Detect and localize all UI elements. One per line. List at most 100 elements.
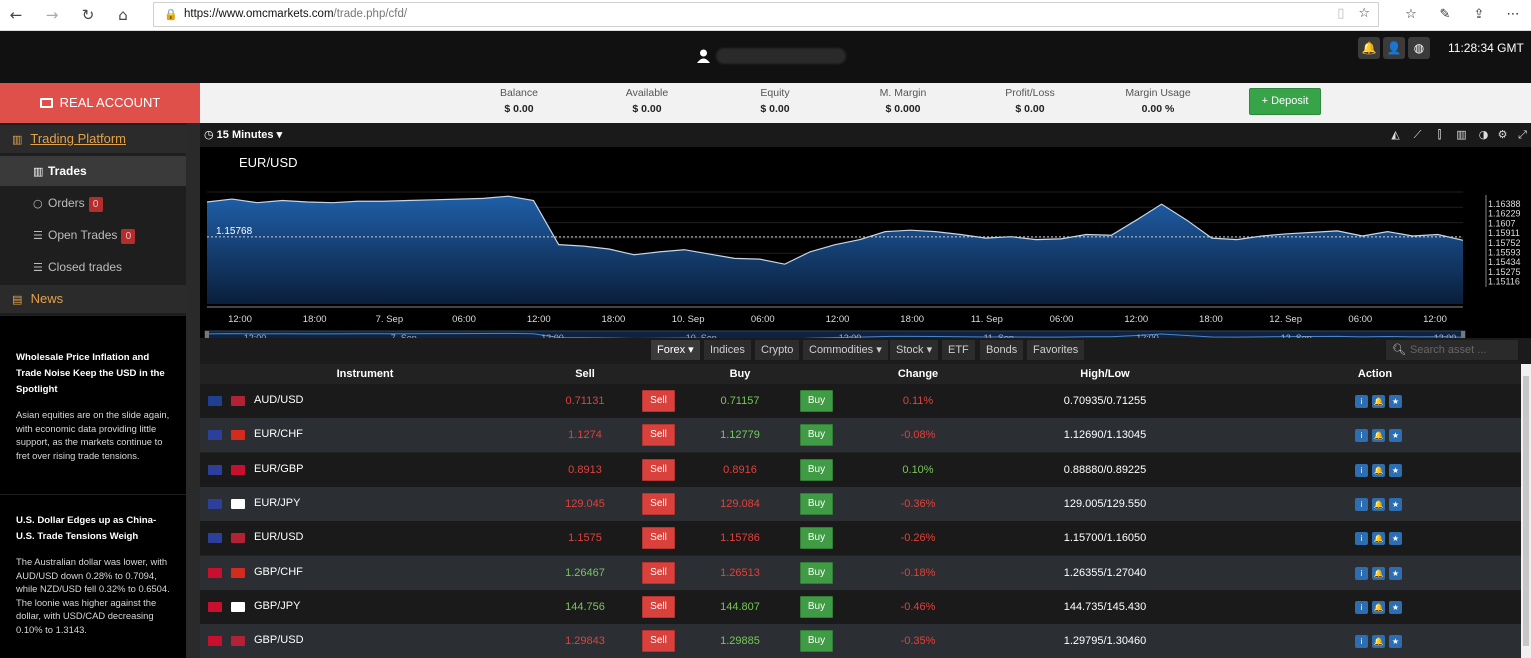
bell-icon[interactable]: 🔔: [1372, 463, 1385, 477]
scrollbar-thumb[interactable]: [1523, 376, 1529, 646]
buy-button[interactable]: Buy: [800, 527, 833, 550]
instrument-name[interactable]: GBP/USD: [254, 634, 304, 647]
header-change[interactable]: Change: [897, 368, 939, 380]
bell-icon[interactable]: 🔔: [1372, 600, 1385, 614]
bell-icon[interactable]: 🔔: [1372, 532, 1385, 546]
news-item[interactable]: Wholesale Price Inflation and Trade Nois…: [0, 316, 186, 494]
sidebar-trading-platform[interactable]: ▥ Trading Platform: [0, 125, 186, 153]
globe-icon[interactable]: ◍: [1408, 37, 1430, 59]
star-icon[interactable]: ★: [1389, 600, 1402, 614]
share-icon[interactable]: ⇪: [1473, 7, 1485, 22]
chart-svg[interactable]: 1.15768 1.163881.162291.16071.159111.1575…: [200, 147, 1531, 361]
header-instrument[interactable]: Instrument: [336, 368, 394, 380]
sell-button[interactable]: Sell: [642, 424, 675, 447]
tab-forex[interactable]: Forex ▾: [651, 340, 700, 360]
instrument-name[interactable]: EUR/GBP: [254, 462, 304, 475]
news-item[interactable]: U.S. Dollar Edges up as China-U.S. Trade…: [0, 495, 186, 658]
sidebar-scrollbar[interactable]: [186, 123, 200, 658]
table-row[interactable]: GBP/JPY 144.756 Sell 144.807 Buy -0.46% 144.73…: [200, 589, 1521, 624]
header-buy[interactable]: Buy: [729, 368, 751, 380]
buy-button[interactable]: Buy: [800, 458, 833, 481]
star-icon[interactable]: ☆: [1358, 6, 1370, 21]
info-icon[interactable]: i: [1355, 532, 1368, 546]
contrast-icon[interactable]: ◑: [1478, 128, 1489, 141]
header-high-low[interactable]: High/Low: [1080, 368, 1130, 380]
star-icon[interactable]: ★: [1389, 463, 1402, 477]
user-icon[interactable]: 👤: [1383, 37, 1405, 59]
buy-button[interactable]: Buy: [800, 595, 833, 618]
sidebar-news[interactable]: ▤ News: [0, 285, 186, 313]
info-icon[interactable]: i: [1355, 429, 1368, 443]
info-icon[interactable]: i: [1355, 395, 1368, 408]
sidebar-item-closed-trades[interactable]: ☰ Closed trades: [0, 252, 186, 282]
more-icon[interactable]: ⋯: [1506, 7, 1520, 22]
instrument-name[interactable]: EUR/CHF: [254, 428, 303, 441]
tab-favorites[interactable]: Favorites: [1027, 340, 1085, 360]
pen-icon[interactable]: ✎: [1439, 7, 1451, 22]
home-icon[interactable]: ⌂: [118, 6, 128, 24]
sell-button[interactable]: Sell: [642, 630, 675, 653]
favorites-icon[interactable]: ☆: [1405, 7, 1417, 22]
sell-button[interactable]: Sell: [642, 595, 675, 618]
instrument-name[interactable]: AUD/USD: [254, 394, 304, 406]
tab-stock[interactable]: Stock ▾: [890, 340, 939, 360]
back-icon[interactable]: ←: [9, 6, 23, 24]
table-row[interactable]: GBP/USD 1.29843 Sell 1.29885 Buy -0.35% 1.2979…: [200, 624, 1521, 658]
real-account-button[interactable]: REAL ACCOUNT: [0, 83, 200, 123]
bell-icon[interactable]: 🔔: [1372, 635, 1385, 649]
buy-button[interactable]: Buy: [800, 561, 833, 584]
address-bar[interactable]: 🔒 https://www.omcmarkets.com/trade.php/c…: [153, 2, 1379, 27]
sidebar-item-open-trades[interactable]: ☰ Open Trades 0: [0, 220, 186, 250]
buy-button[interactable]: Buy: [800, 492, 833, 515]
table-row[interactable]: GBP/CHF 1.26467 Sell 1.26513 Buy -0.18% 1.2635…: [200, 555, 1521, 590]
sell-button[interactable]: Sell: [642, 492, 675, 515]
bell-icon[interactable]: 🔔: [1372, 429, 1385, 443]
tab-crypto[interactable]: Crypto: [755, 340, 800, 360]
table-row[interactable]: AUD/USD 0.71131 Sell 0.71157 Buy 0.11% 0.70935…: [200, 384, 1521, 418]
star-icon[interactable]: ★: [1389, 497, 1402, 511]
bell-icon[interactable]: 🔔: [1372, 497, 1385, 511]
user-display[interactable]: [697, 47, 846, 64]
star-icon[interactable]: ★: [1389, 429, 1402, 443]
tab-commodities[interactable]: Commodities ▾: [803, 340, 888, 360]
instrument-name[interactable]: EUR/JPY: [254, 496, 301, 509]
info-icon[interactable]: i: [1355, 463, 1368, 477]
bell-icon[interactable]: 🔔: [1358, 37, 1380, 59]
sell-button[interactable]: Sell: [642, 527, 675, 550]
info-icon[interactable]: i: [1355, 635, 1368, 649]
bell-icon[interactable]: 🔔: [1372, 566, 1385, 580]
table-scrollbar[interactable]: [1521, 364, 1531, 658]
candles-icon[interactable]: ⫿: [1437, 128, 1442, 141]
sidebar-item-orders[interactable]: ○ Orders 0: [0, 188, 186, 218]
fullscreen-icon[interactable]: ⤢: [1518, 128, 1527, 141]
tab-bonds[interactable]: Bonds: [980, 340, 1024, 360]
bell-icon[interactable]: 🔔: [1372, 395, 1385, 408]
star-icon[interactable]: ★: [1389, 635, 1402, 649]
interval-dropdown[interactable]: ◷ 15 Minutes ▾: [204, 128, 283, 141]
info-icon[interactable]: i: [1355, 600, 1368, 614]
line-chart-icon[interactable]: ⟋: [1413, 128, 1422, 141]
buy-button[interactable]: Buy: [800, 390, 833, 412]
mountain-chart-icon[interactable]: ◭: [1391, 128, 1400, 141]
star-icon[interactable]: ★: [1389, 395, 1402, 408]
deposit-button[interactable]: + Deposit: [1249, 88, 1321, 115]
bar-chart-icon[interactable]: ▥: [1456, 128, 1467, 141]
instrument-name[interactable]: GBP/CHF: [254, 565, 303, 578]
table-row[interactable]: EUR/USD 1.1575 Sell 1.15786 Buy -0.26% 1.15700…: [200, 521, 1521, 556]
info-icon[interactable]: i: [1355, 497, 1368, 511]
instrument-name[interactable]: GBP/JPY: [254, 599, 301, 612]
sidebar-item-trades[interactable]: ▥ Trades: [0, 156, 186, 186]
star-icon[interactable]: ★: [1389, 566, 1402, 580]
table-row[interactable]: EUR/CHF 1.1274 Sell 1.12779 Buy -0.08% 1.12690…: [200, 418, 1521, 453]
tab-indices[interactable]: Indices: [704, 340, 751, 360]
buy-button[interactable]: Buy: [800, 630, 833, 653]
search-asset-input[interactable]: 🔍︎ Search asset ...: [1386, 340, 1518, 360]
forward-icon[interactable]: →: [45, 6, 59, 24]
sell-button[interactable]: Sell: [642, 390, 675, 412]
header-sell[interactable]: Sell: [575, 368, 595, 380]
table-row[interactable]: EUR/JPY 129.045 Sell 129.084 Buy -0.36% 129.00…: [200, 486, 1521, 521]
info-icon[interactable]: i: [1355, 566, 1368, 580]
table-row[interactable]: EUR/GBP 0.8913 Sell 0.8916 Buy 0.10% 0.88880/0…: [200, 452, 1521, 487]
instrument-name[interactable]: EUR/USD: [254, 531, 304, 544]
star-icon[interactable]: ★: [1389, 532, 1402, 546]
